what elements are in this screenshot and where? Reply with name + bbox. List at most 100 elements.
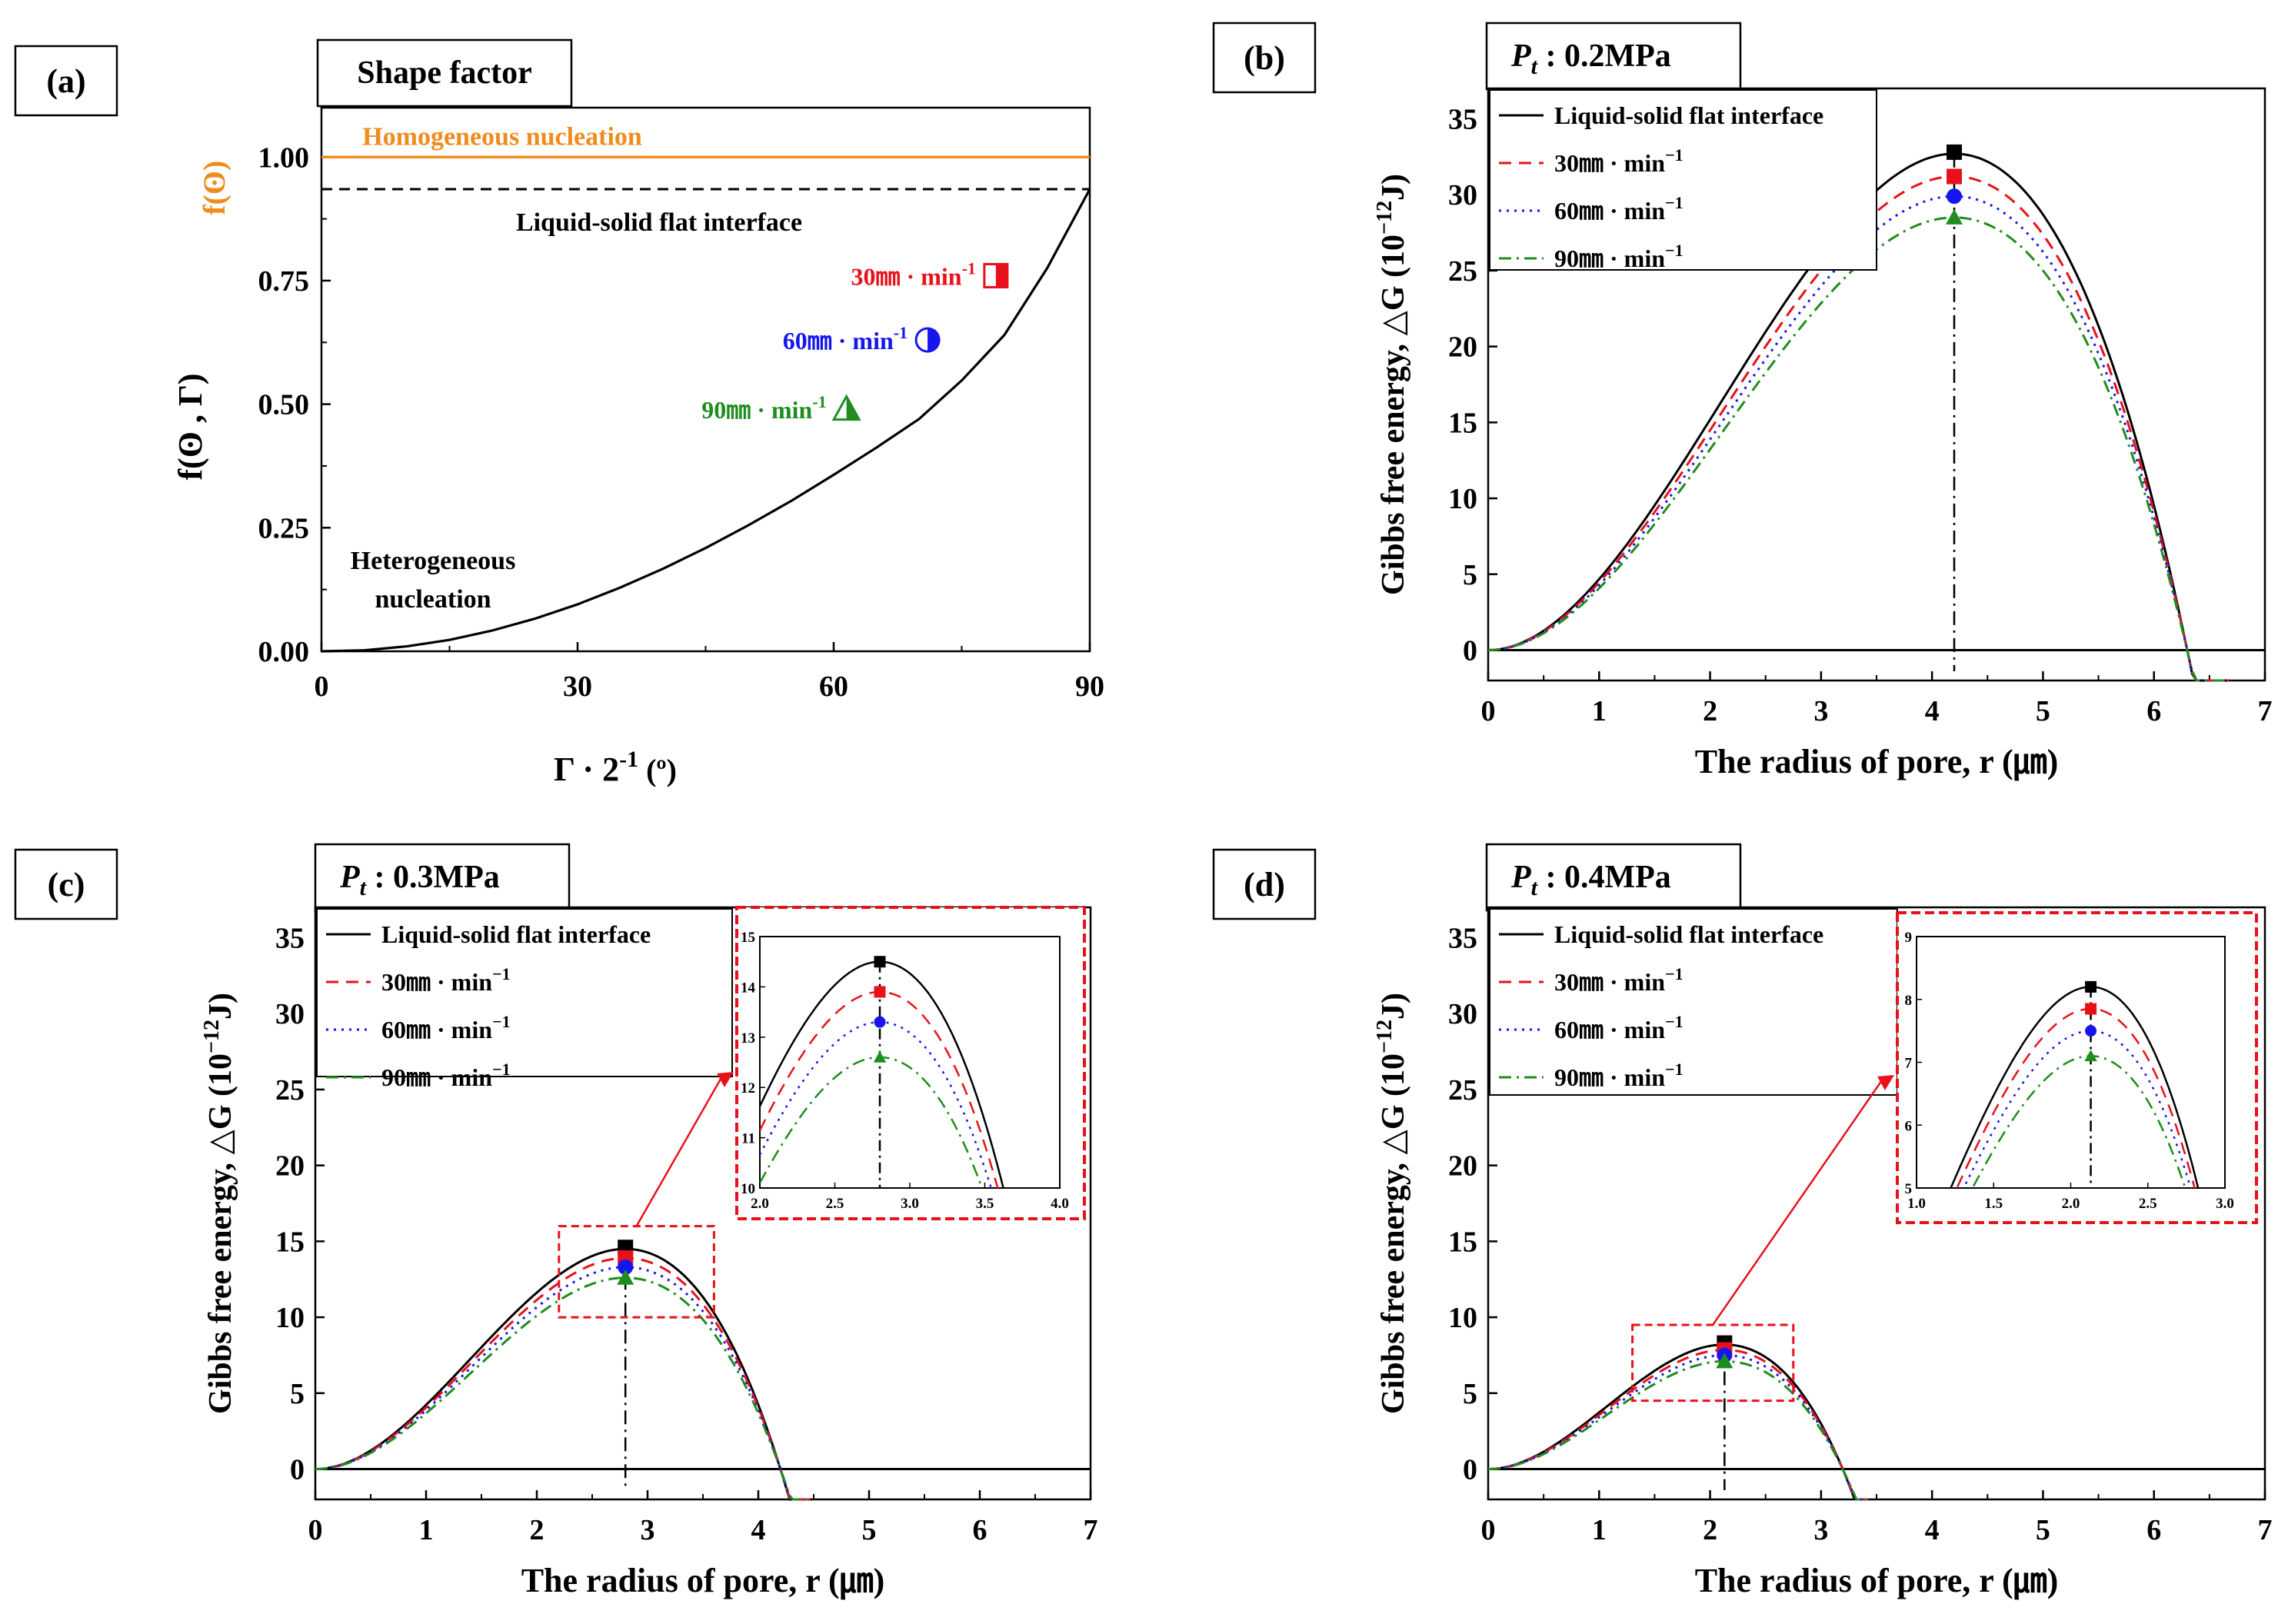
panel-b-xtick-label: 4: [1925, 695, 1940, 727]
panel-d-series-3-peak-marker: [1716, 1353, 1733, 1369]
panel-a-label: (a): [46, 62, 85, 100]
panel-b-xtick-label: 6: [2146, 695, 2161, 727]
panel-d-title: Pt : 0.4MPa: [1510, 860, 1671, 900]
panel-d-inset-series-1-peak-marker: [2085, 1003, 2097, 1015]
panel-d-inset-outer-box: [1896, 911, 2258, 1224]
panel-b-ytick-label: 25: [1448, 255, 1477, 288]
panel-b-ytick-label: 35: [1448, 103, 1477, 135]
panel-d-inset-ytick-label: 9: [1905, 930, 1913, 946]
panel-c-title-box: [314, 843, 571, 912]
panel-d-inset-series-0-curve: [1950, 986, 2200, 1188]
panel-d-legend-box: [1489, 908, 1898, 1096]
panel-c-legend-entry-2: 60㎜ · min−1: [381, 1012, 511, 1043]
panel-c-inset-series-0-curve: [760, 960, 1004, 1188]
panel-d-xtick-label: 2: [1703, 1514, 1717, 1546]
panel-c-ytick-label: 0: [290, 1454, 305, 1486]
panel-c-ytick-label: 5: [290, 1378, 305, 1410]
panel-a-shape-factor-curve: [321, 188, 1091, 653]
panel-a-xtick-label: 60: [819, 671, 848, 703]
panel-d-legend-entry-0: Liquid-solid flat interface: [1554, 920, 1823, 948]
panel-d-label: (d): [1244, 866, 1285, 904]
panel-d-xtick-label: 4: [1925, 1514, 1940, 1546]
panel-b-series-3-peak-marker: [1946, 208, 1963, 225]
panel-c-zoom-box: [558, 1225, 715, 1319]
panel-c-legend-entry-3: 90㎜ · min−1: [381, 1060, 511, 1091]
panel-a-title-box: [316, 38, 573, 108]
panel-d-xtick-label: 0: [1481, 1514, 1496, 1546]
panel-d-inset-ytick-label: 6: [1905, 1118, 1913, 1134]
panel-c-legend-entry-0: Liquid-solid flat interface: [381, 920, 651, 948]
panel-b-xtick-label: 5: [2036, 695, 2050, 727]
panel-d-ytick-label: 30: [1448, 998, 1477, 1030]
panel-b-series-0-peak-marker: [1947, 144, 1962, 160]
panel-c-legend-box: [316, 908, 733, 1077]
panel-b-label: (b): [1244, 39, 1285, 77]
panel-a-marker-1: [914, 327, 941, 353]
panel-c-inset-ytick-label: 12: [741, 1080, 755, 1097]
panel-b-legend-entry-1: 30㎜ · min−1: [1554, 145, 1684, 177]
panel-a: (a) Shape factor 0 30 60 90 0.00 0.25 0.50 0.75 1.…: [14, 38, 1104, 788]
panel-b-xtick-label: 3: [1813, 695, 1828, 727]
panel-b-legend-entry-2: 60㎜ · min−1: [1554, 193, 1684, 225]
panel-c-xtick-label: 3: [641, 1514, 655, 1546]
panel-d-inset-ytick-label: 7: [1905, 1056, 1913, 1072]
panel-c-zoom-arrow: [635, 1074, 724, 1227]
panel-c-legend-entry-1: 30㎜ · min−1: [381, 964, 511, 996]
panel-b-legend-box: [1489, 89, 1877, 271]
panel-d-inset-ytick-label: 5: [1905, 1181, 1913, 1197]
panel-c-inset: 2.0 2.5 3.0 3.5 4.0 10 11 12 13 14 15: [741, 930, 1069, 1212]
panel-a-xtick-label: 30: [563, 671, 592, 703]
panel-d-xlabel: The radius of pore, r (㎛): [1695, 1562, 2059, 1600]
panel-c-xtick-label: 1: [419, 1514, 434, 1546]
panel-c-inset-series-3-peak-marker: [873, 1050, 887, 1063]
panel-d-ytick-label: 15: [1448, 1226, 1477, 1258]
panel-d-legend-entry-1: 30㎜ · min−1: [1554, 964, 1684, 996]
panel-c-title: Pt : 0.3MPa: [339, 860, 500, 900]
panel-d-ylabel: Gibbs free energy, △G (10−12J): [1373, 993, 1411, 1414]
panel-a-marker-0: [983, 263, 1009, 289]
panel-b-ytick-label: 15: [1448, 407, 1477, 439]
panel-a-ytick-label: 0.50: [258, 389, 310, 421]
panel-d-inset-series-3-curve: [1971, 1055, 2186, 1188]
panel-c-series-0-curve: [315, 1247, 811, 1501]
panel-c-inset-series-2-peak-marker: [874, 1016, 886, 1028]
panel-d-ytick-label: 20: [1448, 1150, 1477, 1183]
panel-d-series-0-curve: [1488, 1343, 1869, 1501]
panel-b-legend-entry-0: Liquid-solid flat interface: [1554, 102, 1823, 129]
panel-c-ytick-label: 25: [275, 1074, 305, 1107]
panel-a-xtick-label: 0: [315, 671, 329, 703]
panel-c-inset-series-1-peak-marker: [874, 986, 886, 998]
panel-c-inset-ytick-label: 13: [741, 1030, 755, 1047]
panel-c-inset-series-0-peak-marker: [874, 956, 886, 968]
panel-c-ytick-label: 10: [275, 1302, 305, 1334]
panel-c-inset-series-1-curve: [760, 990, 999, 1188]
panel-d-ytick-label: 5: [1463, 1378, 1477, 1410]
panel-b-xlabel: The radius of pore, r (㎛): [1695, 743, 2059, 781]
panel-b-legend-entry-3: 90㎜ · min−1: [1554, 241, 1684, 272]
panel-a-homogeneous-label: Homogeneous nucleation: [362, 122, 642, 151]
panel-d-inset-series-3-peak-marker: [2084, 1050, 2097, 1062]
panel-d-xtick-label: 3: [1813, 1514, 1828, 1546]
panel-b-ytick-label: 30: [1448, 179, 1477, 211]
panel-c-inset-ytick-label: 10: [741, 1181, 755, 1197]
panel-b-ylabel: Gibbs free energy, △G (10−12J): [1373, 174, 1411, 595]
panel-c-ytick-label: 20: [275, 1150, 305, 1183]
panel-b-ytick-label: 5: [1463, 559, 1477, 591]
panel-c-xtick-label: 6: [973, 1514, 987, 1546]
panel-d-inset-series-1-curve: [1956, 1007, 2196, 1188]
panel-c-xtick-label: 5: [862, 1514, 877, 1546]
panel-a-ytick-label: 1.00: [258, 141, 310, 174]
panel-b-ytick-label: 0: [1463, 635, 1477, 667]
panel-c-inset-series-3-curve: [760, 1056, 984, 1188]
panel-b-series-3-curve: [1487, 216, 2230, 682]
panel-b-ytick-label: 20: [1448, 331, 1477, 364]
panel-c-xtick-label: 4: [751, 1514, 766, 1546]
panel-a-marker-2: [831, 394, 861, 421]
panel-d-label-box: [1212, 848, 1317, 920]
panel-d-ytick-label: 0: [1463, 1454, 1477, 1486]
panel-d-title-box: [1485, 843, 1742, 912]
panel-d-ytick-label: 35: [1448, 922, 1477, 954]
panel-c-xtick-label: 7: [1084, 1514, 1098, 1546]
panel-d-xtick-label: 1: [1592, 1514, 1607, 1546]
